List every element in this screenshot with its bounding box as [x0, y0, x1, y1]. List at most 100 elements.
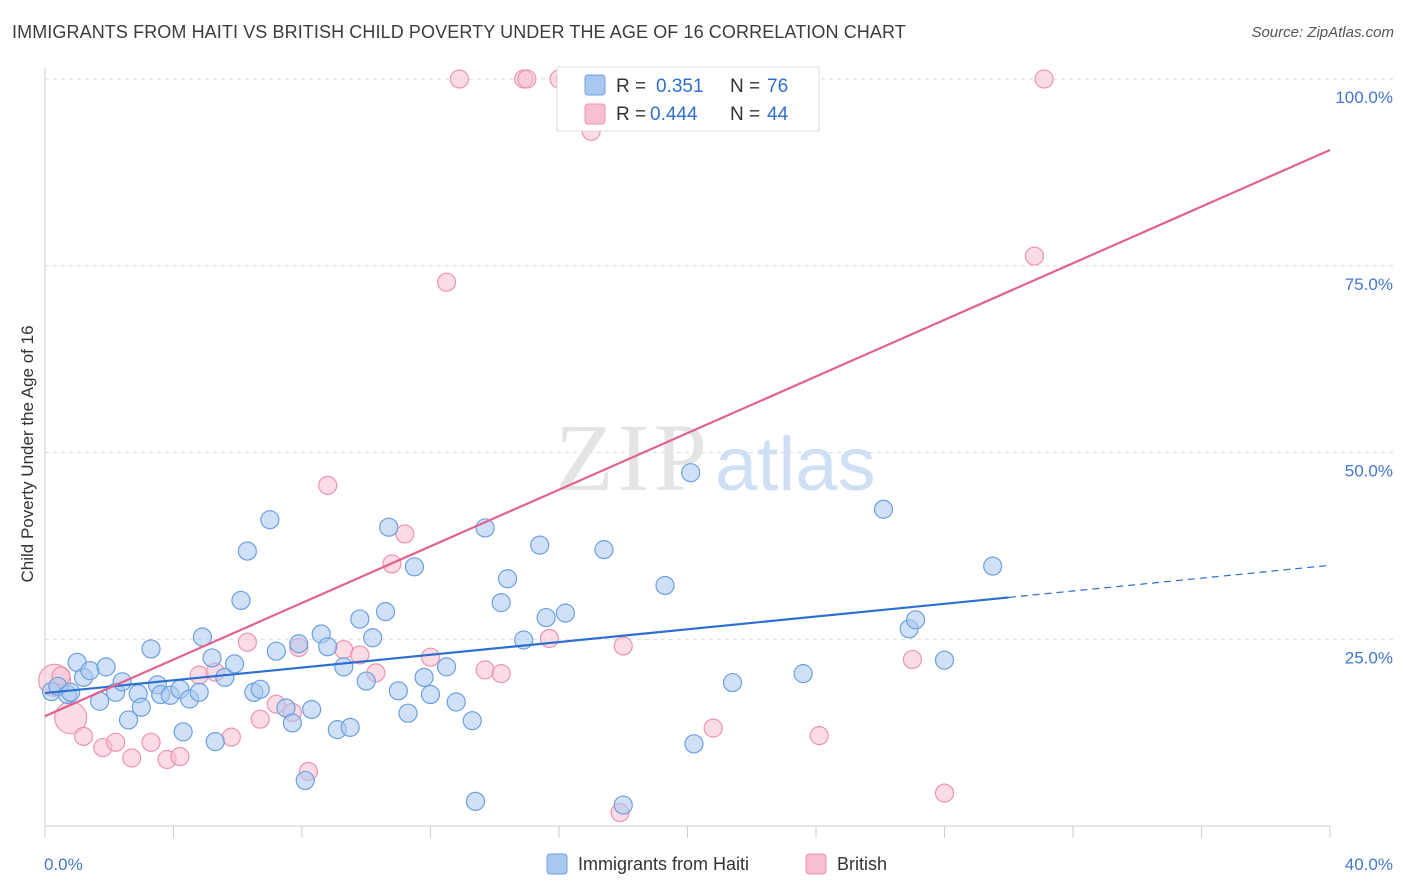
scatter-point: [266, 641, 286, 661]
scatter-point: [395, 524, 415, 544]
scatter-point: [118, 710, 139, 730]
trend-line-british: [44, 148, 1331, 718]
scatter-point: [237, 541, 257, 561]
stats-r-value-haiti: 0.351: [656, 76, 704, 97]
stats-r-label-british: R =: [616, 104, 646, 125]
chart-title: IMMIGRANTS FROM HAITI VS BRITISH CHILD P…: [12, 22, 906, 42]
scatter-point: [221, 727, 241, 747]
watermark-atlas: atlas: [715, 422, 876, 507]
scatter-point: [122, 748, 142, 768]
stats-n-value-british: 44: [767, 104, 789, 125]
scatter-point: [231, 590, 251, 611]
scatter-point: [594, 540, 614, 560]
scatter-point: [613, 795, 633, 815]
scatter-point: [462, 711, 482, 731]
scatter-point: [436, 272, 457, 292]
scatter-point: [80, 661, 100, 681]
scatter-point: [350, 645, 370, 665]
y-tick-label: 50.0%: [1345, 462, 1393, 481]
scatter-point: [189, 665, 209, 685]
scatter-point: [681, 463, 701, 483]
scatter-point: [295, 770, 315, 791]
scatter-point: [388, 681, 408, 701]
scatter-point: [983, 556, 1003, 576]
scatter-point: [475, 660, 495, 680]
scatter-point: [555, 603, 576, 623]
scatter-point: [1034, 69, 1054, 89]
scatter-point: [250, 679, 270, 699]
legend: Immigrants from Haiti British: [546, 853, 887, 875]
scatter-point: [202, 648, 222, 668]
stats-r-label-haiti: R =: [616, 76, 646, 97]
scatter-point: [414, 667, 434, 687]
legend-label-british: British: [837, 854, 887, 874]
british-points: [38, 69, 1054, 823]
scatter-point: [334, 657, 354, 677]
scatter-point: [141, 732, 161, 752]
scatter-point: [173, 722, 193, 742]
scatter-point: [61, 682, 81, 702]
scatter-point: [350, 609, 370, 629]
scatter-point: [237, 632, 257, 652]
scatter-point: [491, 664, 511, 684]
stats-r-value-british: 0.444: [650, 104, 698, 125]
scatter-point: [375, 602, 396, 622]
y-tick-label: 25.0%: [1345, 648, 1393, 667]
scatter-point: [517, 69, 537, 89]
stats-n-value-haiti: 76: [767, 76, 788, 97]
scatter-point: [655, 575, 675, 596]
stats-swatch-british: [584, 103, 606, 125]
scatter-point: [250, 709, 270, 729]
stats-n-label-haiti: N =: [730, 76, 760, 97]
stats-swatch-haiti: [584, 74, 606, 96]
scatter-point: [491, 593, 511, 613]
scatter-point: [141, 639, 161, 659]
scatter-point: [205, 731, 225, 752]
scatter-point: [404, 557, 425, 577]
scatter-point: [446, 692, 466, 712]
legend-swatch-british: [805, 853, 827, 875]
scatter-point: [465, 791, 486, 811]
stats-box: R = 0.351 N = 76 R = 0.444 N = 44: [556, 66, 820, 132]
scatter-point: [722, 672, 743, 693]
scatter-point: [436, 657, 457, 677]
axes: [44, 68, 1331, 838]
scatter-point: [420, 684, 441, 705]
trend-line-haiti: [44, 596, 1009, 695]
scatter-point: [449, 69, 470, 89]
scatter-point: [106, 732, 126, 752]
watermark: ZIP atlas: [555, 404, 876, 511]
scatter-point: [260, 510, 280, 530]
scatter-point: [334, 640, 354, 660]
scatter-point: [539, 628, 559, 649]
trend-lines: [44, 148, 1331, 718]
scatter-point: [302, 699, 322, 720]
scatter-point: [398, 703, 418, 723]
scatter-point: [96, 657, 116, 677]
trend-line-haiti-extension: [1008, 564, 1331, 599]
scatter-point: [73, 726, 94, 746]
scatter-point: [420, 647, 441, 667]
scatter-point: [934, 783, 955, 803]
scatter-point: [703, 718, 723, 738]
x-tick-labels: 0.0% 40.0%: [44, 855, 1393, 874]
legend-swatch-haiti: [546, 853, 568, 875]
haiti-points: [41, 463, 1003, 815]
x-tick-label-max: 40.0%: [1345, 855, 1393, 874]
y-tick-label: 100.0%: [1335, 88, 1393, 107]
scatter-point: [224, 654, 245, 674]
scatter-point: [905, 610, 926, 630]
scatter-point: [318, 475, 338, 495]
scatter-point: [902, 649, 922, 670]
scatter-point: [613, 636, 633, 656]
scatter-point: [809, 726, 829, 746]
scatter-point: [873, 499, 894, 519]
scatter-point: [793, 664, 813, 684]
scatter-point: [189, 682, 209, 702]
scatter-point: [1024, 246, 1045, 266]
scatter-point: [131, 697, 151, 717]
scatter-point: [356, 671, 376, 691]
scatter-point: [536, 607, 556, 628]
y-tick-label: 75.0%: [1345, 275, 1393, 294]
